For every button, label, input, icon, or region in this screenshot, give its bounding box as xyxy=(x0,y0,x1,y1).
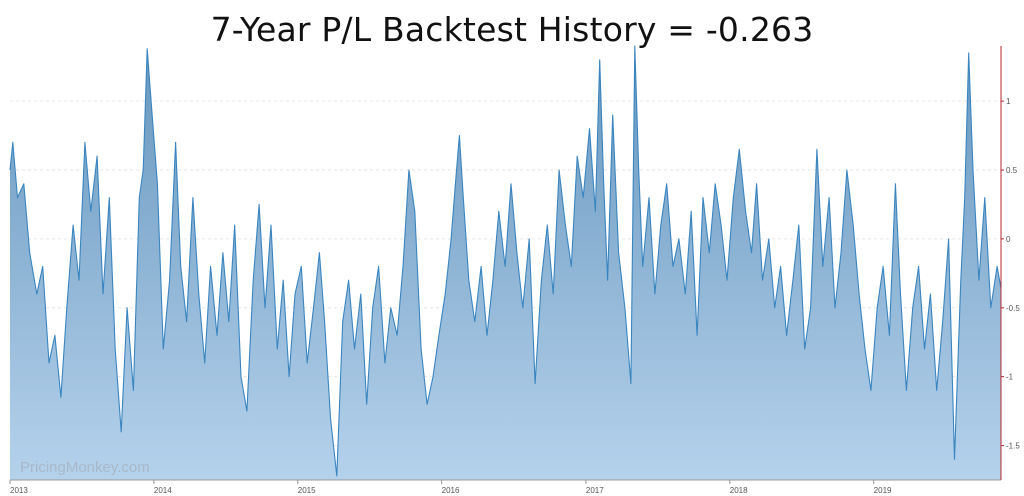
x-tick-label-6: 2019 xyxy=(874,486,892,495)
watermark-text: PricingMonkey.com xyxy=(20,459,150,476)
y-tick-label-4: -1 xyxy=(1006,373,1014,382)
y-axis-ticks: 1 0.5 0 -0.5 -1 -1.5 xyxy=(1001,97,1020,451)
y-tick-label-0: 1 xyxy=(1006,97,1011,106)
x-tick-label-3: 2016 xyxy=(442,486,460,495)
x-tick-label-0: 2013 xyxy=(10,486,28,495)
series-line xyxy=(9,45,1002,477)
x-tick-label-4: 2017 xyxy=(586,486,604,495)
y-tick-label-2: 0 xyxy=(1006,235,1011,244)
x-tick-label-1: 2014 xyxy=(154,486,172,495)
x-tick-label-5: 2018 xyxy=(730,486,748,495)
x-axis-ticks: 2013 2014 2015 2016 2017 2018 2019 xyxy=(9,480,892,495)
y-tick-label-3: -0.5 xyxy=(1006,304,1020,313)
y-tick-label-1: 0.5 xyxy=(1006,166,1018,175)
chart-title: 7-Year P/L Backtest History = -0.263 xyxy=(210,10,814,49)
y-tick-label-5: -1.5 xyxy=(1006,442,1020,451)
x-tick-label-2: 2015 xyxy=(298,486,316,495)
